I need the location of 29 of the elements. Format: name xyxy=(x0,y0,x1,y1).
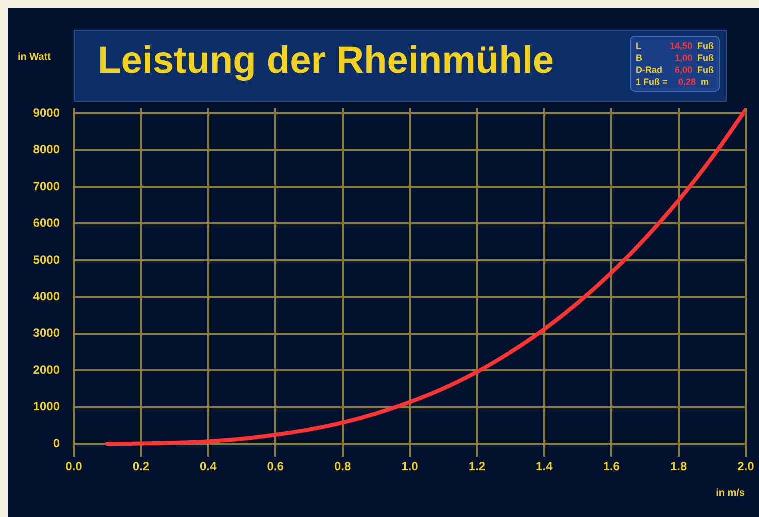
y-tick-label: 5000 xyxy=(33,252,60,267)
x-tick-label: 1.8 xyxy=(670,460,688,474)
y-tick-label: 4000 xyxy=(33,290,60,304)
x-tick-label: 2.0 xyxy=(738,460,755,474)
x-tick-label: 1.0 xyxy=(402,460,419,474)
text: B 1,00 Fuß xyxy=(636,53,714,63)
y-tick-label: 3000 xyxy=(33,326,60,340)
text: 1 Fuß = 0,28 m xyxy=(636,76,710,88)
x-tick-label: 0.0 xyxy=(66,460,83,474)
x-tick-label: 1.6 xyxy=(603,460,620,474)
text: L 14,50 Fuß xyxy=(636,41,714,51)
y-tick-label: 1000 xyxy=(33,400,60,414)
x-tick-label: 1.4 xyxy=(536,460,554,474)
chart-title: Leistung der Rheinmühle xyxy=(98,40,554,83)
y-tick-label: 2000 xyxy=(33,362,60,377)
y-tick-label: 6000 xyxy=(33,216,60,230)
x-tick-label: 0.8 xyxy=(334,460,352,474)
line-series xyxy=(106,108,746,446)
y-tick-label: 9000 xyxy=(33,106,60,120)
y-tick-label: 0 xyxy=(53,436,60,450)
y-axis-title: in Watt xyxy=(18,52,51,63)
text: D-Rad 6,00 Fuß xyxy=(636,65,714,75)
y-tick-label: 8000 xyxy=(33,142,60,157)
y-tick-label: 7000 xyxy=(33,179,60,194)
x-tick-label: 1.2 xyxy=(468,460,486,474)
x-axis-title: in m/s xyxy=(716,488,745,499)
x-tick-label: 0.4 xyxy=(200,460,218,474)
x-tick-label: 0.2 xyxy=(132,460,150,474)
x-tick-label: 0.6 xyxy=(267,460,284,474)
